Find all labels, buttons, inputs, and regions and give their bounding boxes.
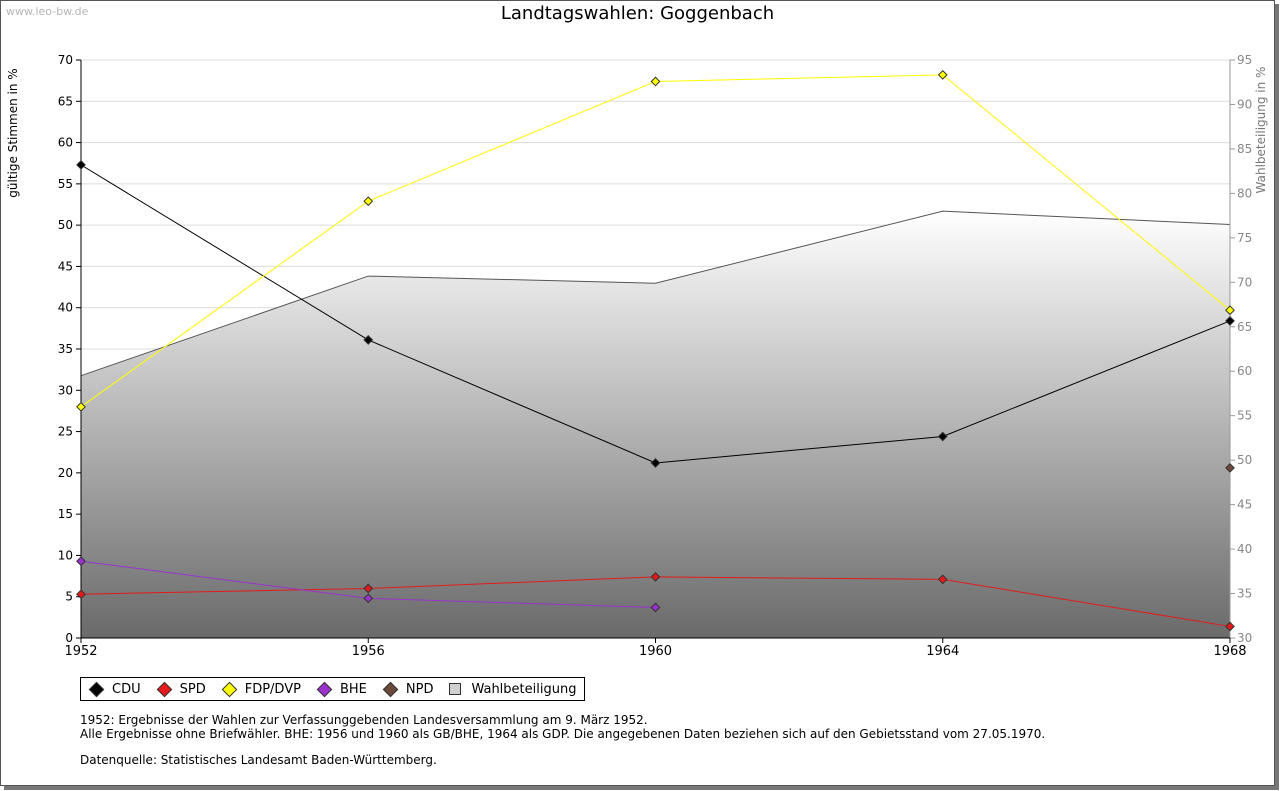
y-tick-label-left: 40 [58,301,73,315]
legend-swatch [316,681,333,697]
y-tick-label-left: 60 [58,136,73,150]
legend-item-bhe: BHE [315,681,367,697]
y-tick-label-right: 85 [1237,142,1252,156]
data-point-fdp-dvp [76,401,86,412]
data-point-fdp-dvp [363,196,374,207]
y-tick-label-right: 60 [1237,364,1252,378]
axes: 0 5 10 15 20 25 30 35 40 45 50 55 60 65 70 30 35 40 45 50 55… [58,53,1253,659]
data-point-bhe [363,593,374,604]
legend: CDU SPD FDP/DVP BHE NPD Wahlbeteiligung [80,677,586,701]
y-tick-label-left: 50 [58,218,73,232]
y-tick-label-right: 55 [1237,409,1252,423]
data-point-spd [363,583,374,594]
data-point-cdu [363,335,374,345]
footnote-1: 1952: Ergebnisse der Wahlen zur Verfassu… [80,713,648,727]
data-point-spd [76,589,86,600]
legend-swatch [88,681,105,697]
turnout-area-outline [80,210,1231,377]
data-point-cdu [937,431,948,442]
legend-swatch [156,681,172,697]
y-tick-label-right: 90 [1237,97,1252,111]
y-tick-label-left: 0 [65,631,73,645]
data-point-cdu [1225,316,1235,326]
turnout-area-fill [81,211,1230,638]
x-tick-label: 1964 [926,644,959,659]
data-point-cdu [650,458,661,468]
y-tick-label-left: 20 [58,466,73,480]
legend-item-npd: NPD [381,681,434,697]
series-lines [76,69,1235,632]
y-tick-label-left: 55 [58,177,73,191]
data-point-cdu [76,159,86,170]
y-tick-label-left: 65 [58,94,73,108]
legend-label: Wahlbeteiligung [471,681,577,697]
watermark: www.leo-bw.de [6,5,89,18]
legend-label: NPD [405,681,434,697]
legend-swatch [382,681,399,697]
data-point-spd [1225,621,1235,632]
y-tick-label-right: 45 [1237,498,1252,512]
turnout-area [80,210,1231,638]
y-tick-label-left: 5 [65,590,73,604]
chart-title: Landtagswahlen: Goggenbach [500,3,775,24]
x-tick-label: 1960 [639,644,672,659]
y-tick-label-right: 30 [1237,631,1252,645]
data-point-bhe [650,602,661,613]
legend-label: BHE [339,681,367,697]
y-tick-label-left: 10 [58,548,73,562]
data-point-fdp-dvp [1225,305,1235,316]
y-tick-label-right: 50 [1237,453,1252,467]
legend-swatch [221,681,237,697]
legend-swatch [449,683,462,695]
legend-label: SPD [179,681,206,697]
legend-label: CDU [112,681,141,697]
legend-item-fdp-dvp: FDP/DVP [220,681,301,697]
y-tick-label-left: 30 [58,383,73,397]
legend-item-spd: SPD [155,681,206,697]
y-tick-label-left: 45 [58,259,73,273]
legend-label: FDP/DVP [244,681,301,697]
y-tick-label-right: 70 [1237,275,1252,289]
y-tick-label-left: 70 [58,53,73,67]
x-tick-label: 1968 [1213,644,1246,659]
data-source: Datenquelle: Statistisches Landesamt Bad… [80,753,437,767]
data-point-fdp-dvp [937,69,948,80]
y-tick-label-right: 65 [1237,320,1252,334]
y-tick-label-left: 25 [58,425,73,439]
legend-item-wahlbeteiligung: Wahlbeteiligung [447,682,576,697]
x-tick-label: 1956 [352,644,385,659]
data-point-bhe [76,556,86,567]
y-tick-label-right: 80 [1237,186,1252,200]
data-point-spd [650,571,661,582]
y-tick-label-right: 75 [1237,231,1252,245]
data-point-npd [1225,462,1235,473]
y-tick-label-right: 40 [1237,542,1252,556]
footnote-2: Alle Ergebnisse ohne Briefwähler. BHE: 1… [80,727,1046,741]
data-point-fdp-dvp [650,76,661,87]
y-tick-label-right: 35 [1237,587,1252,601]
y-tick-label-left: 35 [58,342,73,356]
x-tick-label: 1952 [64,644,97,659]
y-tick-label-left: 15 [58,507,73,521]
y-tick-label-right: 95 [1237,53,1252,67]
data-point-spd [937,574,948,585]
legend-item-cdu: CDU [87,681,141,697]
